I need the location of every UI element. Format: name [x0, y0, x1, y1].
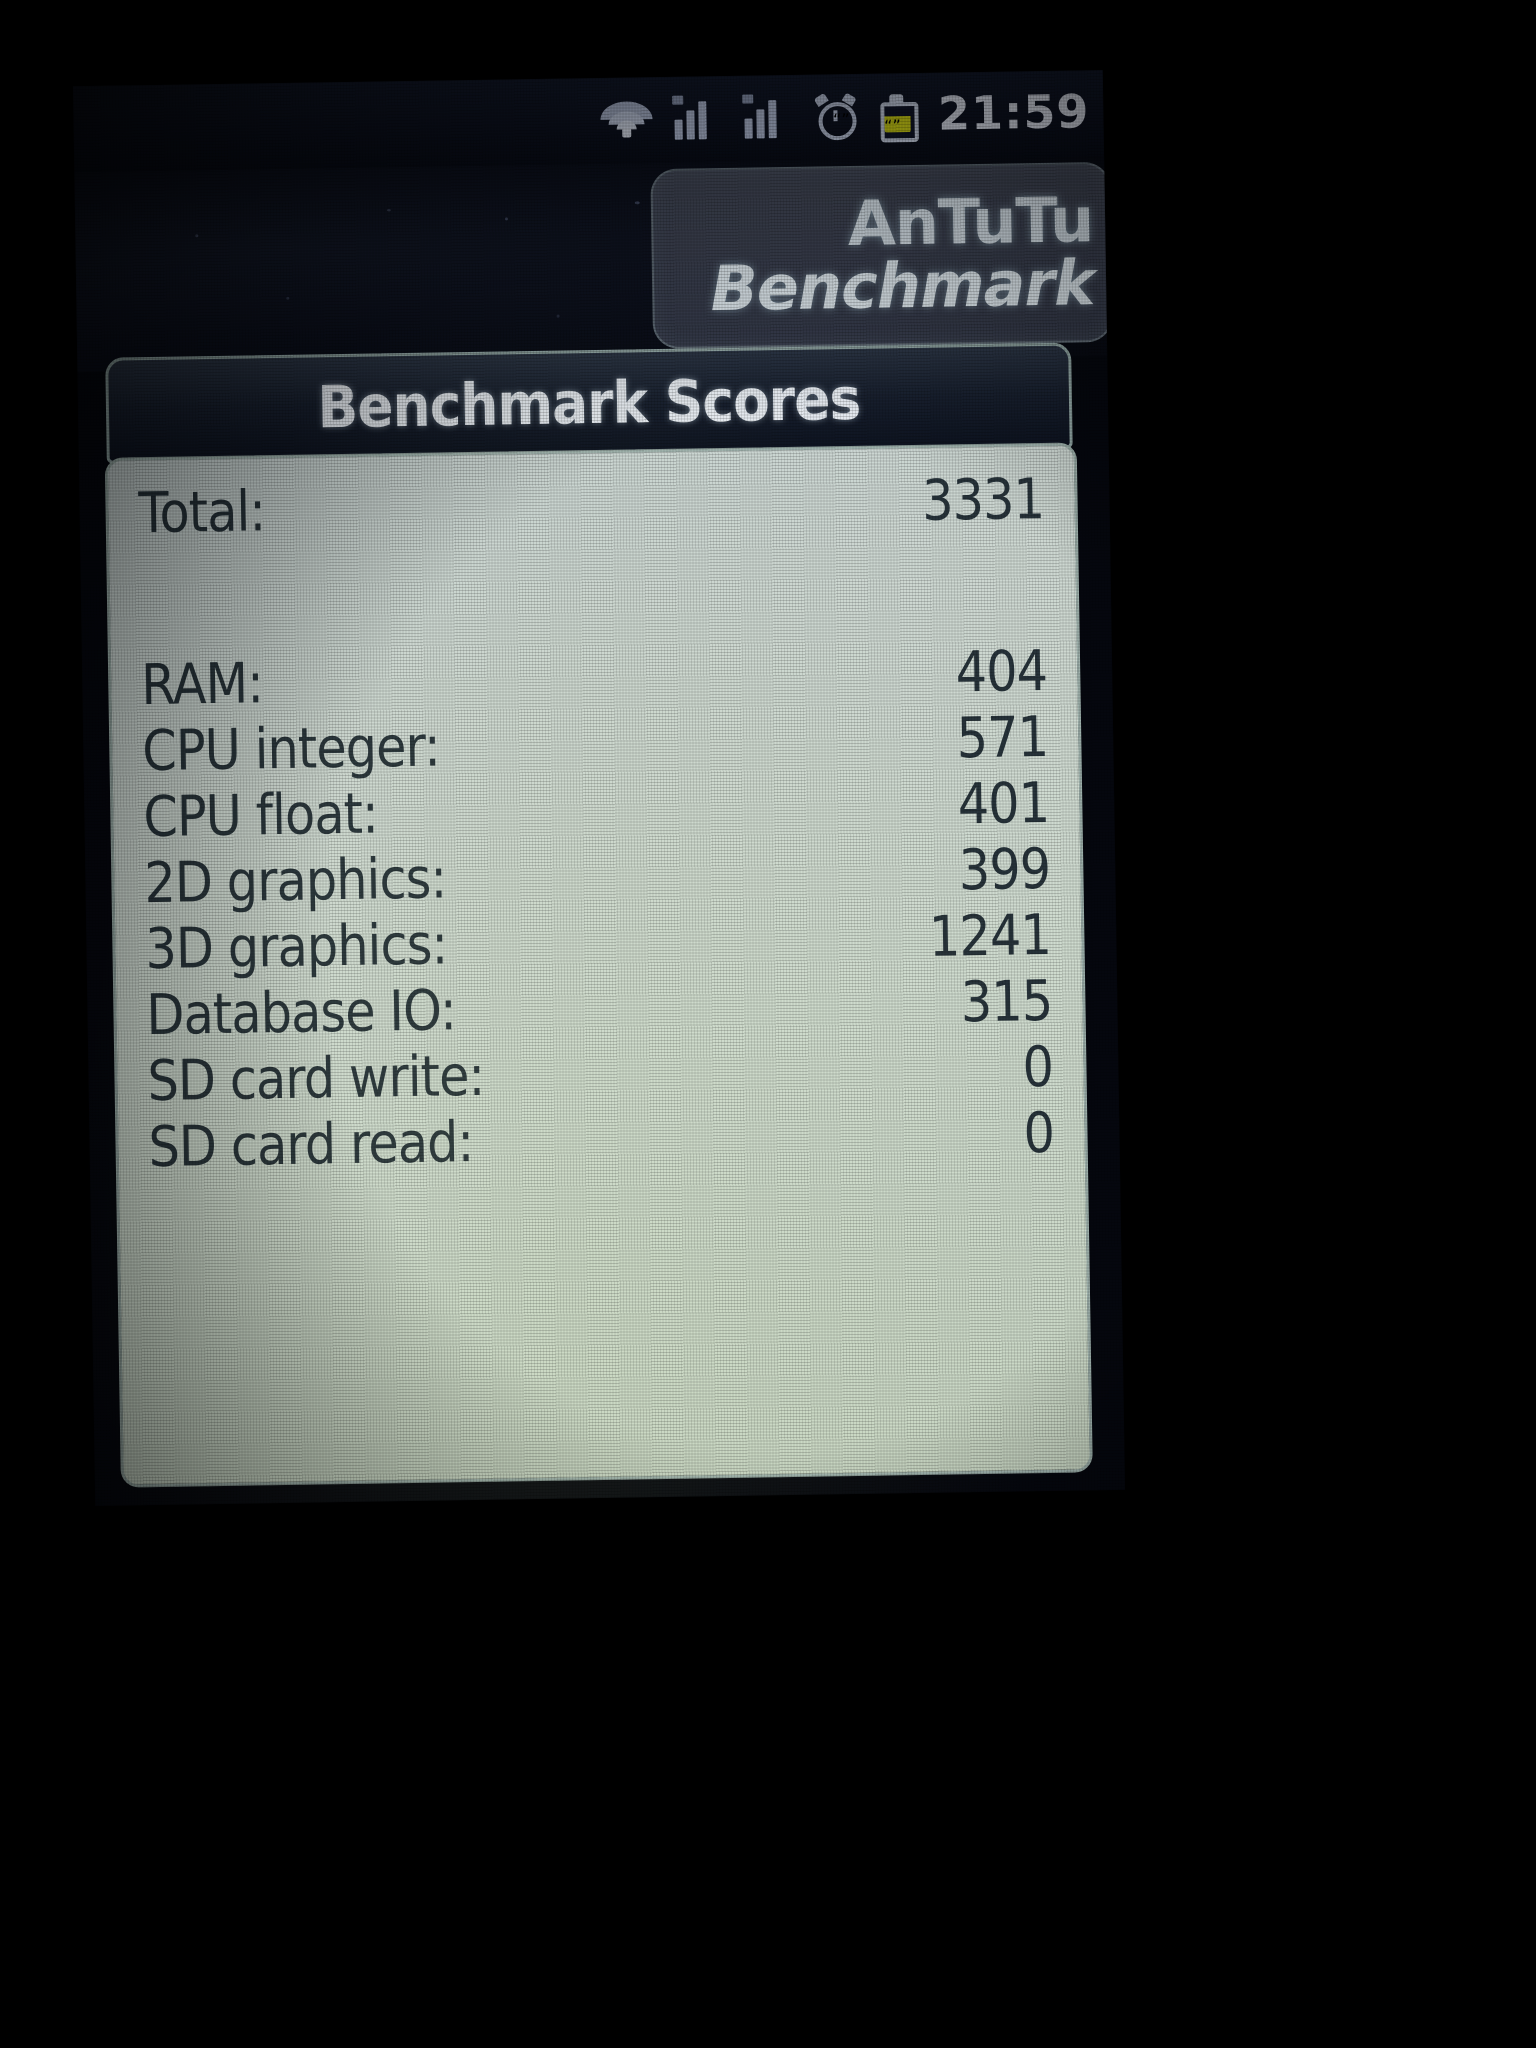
score-value: 401 [957, 770, 1050, 838]
alarm-clock-icon [813, 92, 857, 141]
score-label: 3D graphics: [144, 912, 448, 983]
status-bar-clock: 21:59 [937, 83, 1090, 141]
score-row: CPU float: 401 [142, 770, 1050, 851]
score-value: 0 [1023, 1100, 1055, 1167]
score-label: 2D graphics: [143, 846, 447, 917]
score-value: 404 [955, 638, 1048, 706]
score-value: 571 [956, 704, 1049, 772]
score-row: CPU integer: 571 [141, 704, 1049, 785]
score-label: CPU float: [142, 781, 379, 851]
score-label: Total: [138, 479, 266, 547]
score-value: 3331 [922, 466, 1046, 534]
wifi-icon [599, 99, 653, 140]
score-value: 1241 [928, 902, 1052, 970]
phone-screen: 21:59 AnTuTu Benchmark Benchmark Scores … [72, 69, 1126, 1507]
score-row: SD card write: 0 [147, 1034, 1054, 1115]
app-name-secondary: Benchmark [709, 245, 1095, 325]
score-label: CPU integer: [141, 714, 441, 785]
score-value: 399 [958, 836, 1051, 904]
benchmark-scores-panel: Total: 3331 RAM: 404 CPU integer: 571 CP… [104, 442, 1093, 1488]
score-label: SD card read: [148, 1110, 474, 1181]
signal-bars-icon [741, 94, 793, 139]
score-row: SD card read: 0 [148, 1100, 1055, 1181]
score-label: SD card write: [147, 1043, 485, 1115]
score-row: Database IO: 315 [146, 968, 1053, 1049]
battery-icon [878, 92, 919, 143]
score-value: 0 [1022, 1034, 1054, 1101]
page-title: Benchmark Scores [317, 364, 861, 442]
signal-bars-icon [671, 95, 723, 140]
status-bar: 21:59 [72, 69, 1105, 173]
score-label: Database IO: [146, 978, 457, 1049]
antutu-logo-panel: AnTuTu Benchmark [650, 161, 1114, 350]
score-value: 315 [960, 968, 1053, 1036]
score-label: RAM: [140, 651, 264, 719]
score-row: 2D graphics: 399 [143, 836, 1051, 917]
spacer [139, 528, 1047, 658]
score-row: 3D graphics: 1241 [144, 902, 1052, 983]
